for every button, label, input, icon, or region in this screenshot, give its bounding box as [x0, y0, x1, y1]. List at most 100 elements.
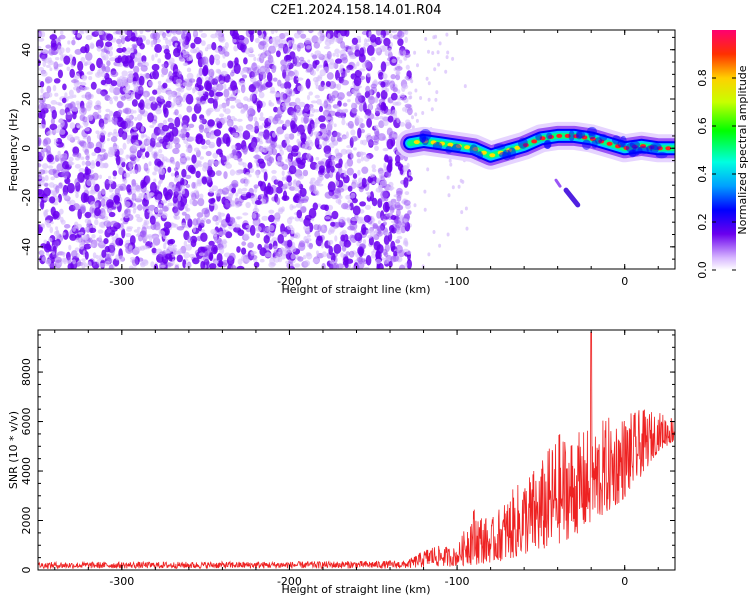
noise-blob — [74, 163, 81, 169]
noise-blob — [213, 129, 222, 137]
noise-blob — [59, 30, 64, 35]
noise-blob — [82, 86, 90, 91]
noise-blob — [108, 211, 116, 218]
noise-blob — [341, 221, 347, 227]
noise-blob — [185, 174, 192, 179]
noise-blob — [181, 211, 187, 216]
noise-blob — [136, 113, 143, 121]
noise-blob — [292, 43, 298, 51]
noise-blob — [100, 122, 105, 130]
noise-blob — [106, 228, 112, 234]
noise-blob — [365, 254, 372, 266]
noise-blob — [121, 55, 129, 65]
noise-blob — [407, 91, 413, 95]
noise-blob — [65, 47, 71, 53]
noise-blob — [326, 72, 334, 80]
noise-blob — [150, 261, 155, 268]
signal-blob — [632, 146, 643, 155]
noise-blob — [168, 71, 173, 79]
noise-blob — [291, 145, 299, 153]
noise-blob — [261, 122, 265, 126]
noise-blob — [268, 243, 273, 250]
noise-blob — [186, 105, 193, 113]
noise-blob — [134, 116, 138, 121]
noise-blob — [100, 198, 106, 207]
noise-blob — [136, 150, 144, 157]
noise-blob — [413, 50, 417, 55]
noise-blob — [148, 161, 152, 167]
noise-blob — [296, 131, 301, 137]
noise-blob — [328, 110, 337, 117]
noise-blob — [108, 110, 114, 117]
noise-blob — [341, 116, 345, 121]
noise-blob — [118, 255, 125, 262]
noise-blob — [86, 135, 91, 144]
noise-blob — [259, 71, 267, 80]
noise-blob — [184, 213, 191, 221]
noise-blob — [303, 260, 311, 267]
noise-blob — [457, 184, 461, 189]
noise-blob — [125, 232, 132, 238]
noise-blob — [383, 251, 389, 258]
noise-blob — [390, 202, 396, 206]
noise-blob — [367, 176, 374, 184]
noise-blob — [340, 234, 346, 242]
noise-blob — [116, 100, 123, 109]
noise-blob — [261, 215, 269, 221]
noise-blob — [218, 37, 226, 43]
noise-blob — [133, 87, 139, 93]
noise-blob — [370, 86, 377, 94]
noise-blob — [434, 97, 438, 102]
noise-blob — [124, 209, 129, 214]
noise-blob — [354, 232, 363, 242]
noise-blob — [277, 207, 284, 215]
noise-blob — [358, 68, 366, 72]
noise-blob — [207, 119, 216, 127]
noise-blob — [83, 142, 88, 149]
noise-blob — [59, 108, 66, 116]
noise-blob — [174, 109, 179, 116]
noise-blob — [290, 120, 296, 130]
signal-blob — [655, 151, 668, 159]
noise-blob — [448, 158, 452, 163]
noise-blob — [312, 54, 317, 60]
noise-blob — [40, 31, 46, 38]
noise-blob — [307, 59, 311, 63]
noise-blob — [191, 199, 198, 207]
noise-blob — [128, 245, 133, 250]
signal-blob — [507, 147, 517, 160]
noise-blob — [59, 34, 66, 40]
noise-blob — [46, 252, 49, 256]
noise-blob — [215, 148, 223, 155]
noise-blob — [235, 103, 242, 108]
noise-blob — [94, 30, 100, 35]
noise-blob — [283, 123, 290, 127]
noise-blob — [390, 240, 396, 251]
noise-blob — [328, 38, 335, 45]
noise-blob — [377, 220, 381, 225]
noise-blob — [133, 30, 138, 34]
noise-blob — [175, 78, 183, 84]
noise-blob — [396, 117, 400, 124]
noise-blob — [430, 107, 434, 112]
noise-blob — [165, 158, 171, 163]
noise-blob — [406, 250, 412, 255]
noise-blob — [193, 36, 202, 45]
signal-blob — [493, 143, 506, 150]
noise-blob — [196, 77, 203, 87]
noise-blob — [174, 265, 180, 269]
noise-blob — [231, 187, 237, 194]
noise-blob — [143, 162, 149, 172]
noise-blob — [321, 224, 325, 231]
noise-blob — [264, 252, 272, 258]
noise-blob — [52, 251, 55, 255]
noise-blob — [193, 30, 198, 36]
noise-blob — [282, 94, 287, 101]
noise-blob — [268, 209, 275, 214]
noise-blob — [307, 123, 312, 135]
noise-blob — [288, 165, 297, 175]
noise-blob — [280, 83, 286, 89]
noise-blob — [338, 195, 343, 200]
noise-blob — [58, 182, 63, 189]
noise-blob — [168, 131, 174, 142]
